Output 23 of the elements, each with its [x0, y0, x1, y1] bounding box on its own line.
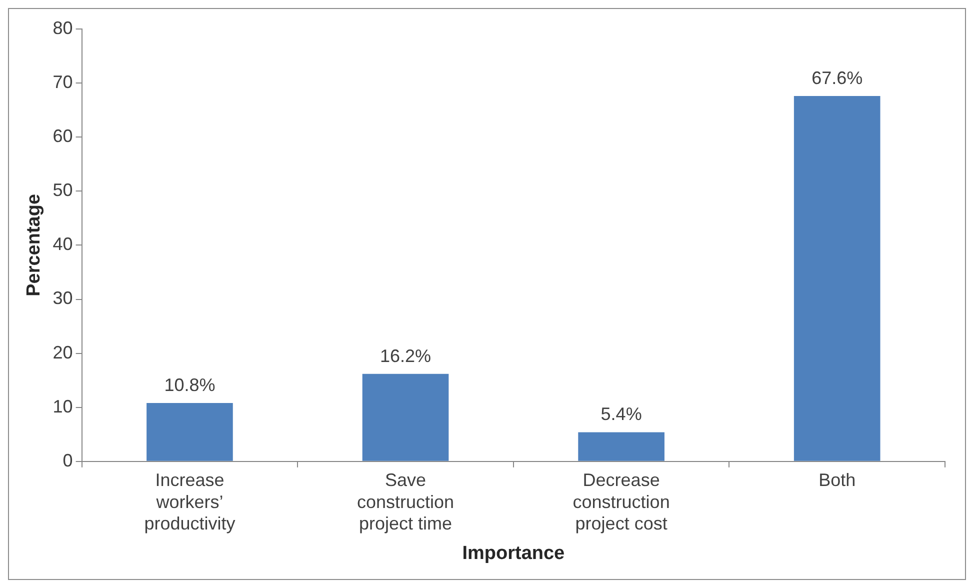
data-label: 67.6%	[812, 68, 863, 88]
x-tick-label: Save construction project time	[356, 470, 454, 534]
bar	[794, 96, 880, 461]
y-axis-title: Percentage	[24, 194, 45, 296]
x-tick-label: Decrease construction project cost	[572, 470, 670, 534]
y-tick-label: 60	[52, 126, 73, 146]
y-tick-label: 40	[52, 234, 73, 254]
data-label: 16.2%	[380, 346, 432, 366]
bar	[578, 432, 664, 461]
y-tick-label: 10	[52, 396, 73, 416]
x-axis-title: Importance	[462, 542, 565, 564]
y-tick-label: 70	[52, 72, 73, 92]
data-label: 10.8%	[164, 374, 216, 395]
data-label: 5.4%	[600, 404, 642, 424]
y-tick-label: 20	[52, 342, 73, 362]
y-tick-label: 50	[52, 180, 73, 200]
bar	[146, 403, 233, 461]
y-tick-label: 0	[62, 450, 73, 470]
y-tick-label: 80	[52, 18, 73, 38]
x-tick-label: Increase workers’ productivity	[144, 470, 236, 534]
y-tick-label: 30	[52, 288, 73, 308]
x-tick-label: Both	[818, 470, 856, 490]
bar	[362, 374, 449, 461]
